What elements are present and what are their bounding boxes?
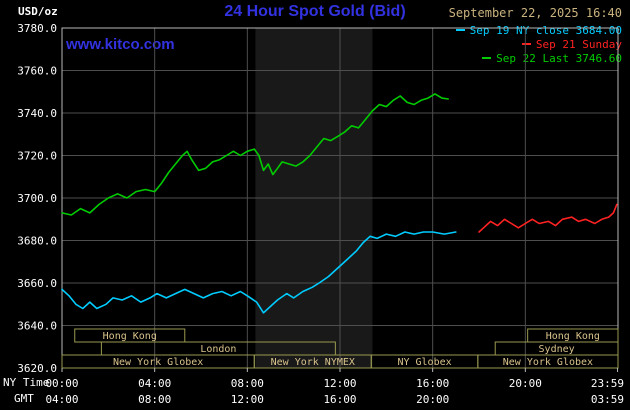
session-label: New York Globex [503, 357, 593, 368]
price-line-sep19 [61, 231, 457, 314]
x-tick-label-gmt: 16:00 [323, 393, 356, 406]
x-tick-label-ny: 12:00 [323, 377, 356, 390]
legend-item-sep21: Sep 21 Sunday [449, 37, 622, 51]
y-tick-label: 3660.0 [17, 277, 57, 290]
price-line-sep21 [478, 203, 618, 233]
x-tick-label-ny: 20:00 [509, 377, 542, 390]
legend-line-marker [482, 57, 492, 59]
x-tick-label-gmt: 03:59 [591, 393, 624, 406]
x-tick-label-gmt: 08:00 [138, 393, 171, 406]
units-label: USD/oz [18, 5, 58, 18]
y-tick-label: 3760.0 [17, 65, 57, 78]
x-tick-label-ny: 04:00 [138, 377, 171, 390]
session-label: London [200, 344, 236, 355]
legend-item-sep22: Sep 22 Last 3746.60 [449, 51, 622, 65]
legend-label: Sep 21 Sunday [535, 37, 622, 51]
x-tick-label-gmt: 12:00 [231, 393, 264, 406]
x-tick-label-gmt: 20:00 [416, 393, 449, 406]
y-tick-label: 3780.0 [17, 22, 57, 35]
session-label: NY Globex [397, 357, 451, 368]
session-label: New York Globex [113, 357, 203, 368]
x-tick-label-ny: 00:00 [45, 377, 78, 390]
x-tick-label-ny: 23:59 [591, 377, 624, 390]
legend-label: Sep 19 NY close 3684.00 [469, 23, 622, 37]
y-tick-label: 3720.0 [17, 150, 57, 163]
x-tick-label-ny: 08:00 [231, 377, 264, 390]
gmt-axis-label: GMT [14, 392, 34, 405]
session-box [477, 354, 619, 369]
y-tick-label: 3640.0 [17, 320, 57, 333]
session-label: Hong Kong [546, 331, 600, 342]
price-line-sep22 [61, 93, 450, 216]
chart-info: September 22, 2025 16:40 Sep 19 NY close… [449, 6, 622, 65]
legend: Sep 19 NY close 3684.00 Sep 21 Sunday Sep … [449, 23, 622, 65]
legend-item-sep19: Sep 19 NY close 3684.00 [449, 23, 622, 37]
y-tick-label: 3680.0 [17, 235, 57, 248]
x-tick-label-gmt: 04:00 [45, 393, 78, 406]
y-tick-label: 3740.0 [17, 107, 57, 120]
legend-line-marker [521, 43, 531, 45]
x-tick-label-ny: 16:00 [416, 377, 449, 390]
session-label: Sydney [539, 344, 575, 355]
chart-datetime: September 22, 2025 16:40 [448, 6, 622, 20]
y-tick-label: 3700.0 [17, 192, 57, 205]
kitco-watermark: www.kitco.com [66, 36, 175, 53]
chart-title: 24 Hour Spot Gold (Bid) [224, 3, 406, 20]
session-label: New York NYMEX [271, 357, 355, 368]
legend-label: Sep 22 Last 3746.60 [496, 51, 622, 65]
ny-time-axis-label: NY Time [3, 376, 49, 389]
y-tick-label: 3620.0 [17, 362, 57, 375]
session-label: Hong Kong [103, 331, 157, 342]
legend-line-marker [455, 29, 465, 31]
